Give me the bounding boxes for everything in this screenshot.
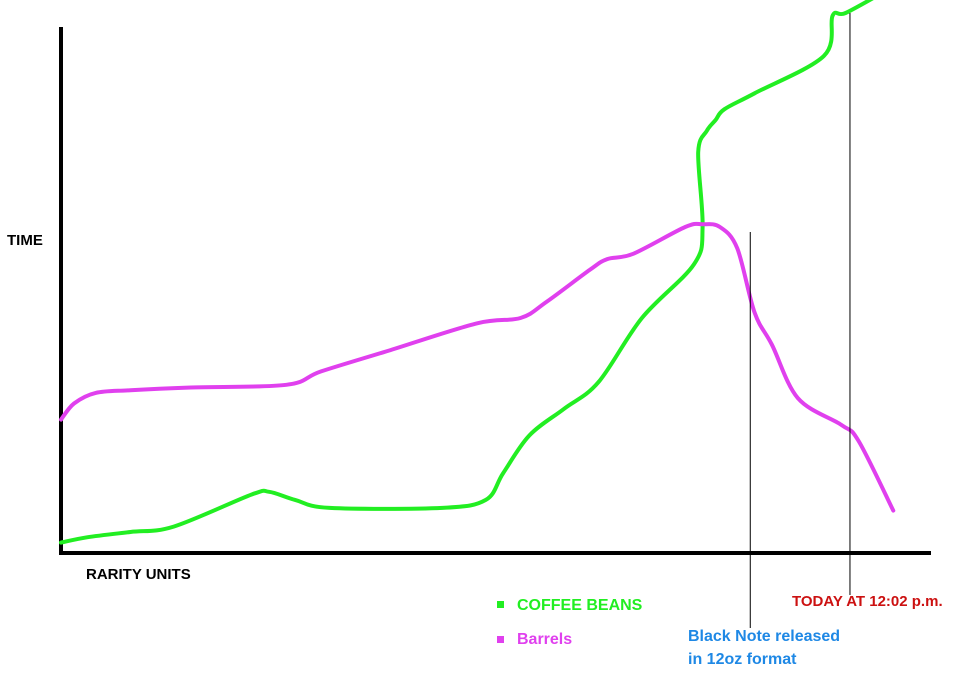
legend-label-coffee-beans: COFFEE BEANS <box>517 597 643 614</box>
legend-label-barrels: Barrels <box>517 631 572 648</box>
legend-swatch-barrels <box>497 636 504 643</box>
legend: COFFEE BEANS Barrels <box>497 597 643 648</box>
y-axis-label: TIME <box>7 232 43 249</box>
legend-swatch-coffee-beans <box>497 601 504 608</box>
series-line-barrels <box>59 221 896 513</box>
x-axis-label: RARITY UNITS <box>86 566 191 583</box>
annotation-today: TODAY AT 12:02 p.m. <box>792 593 943 610</box>
annotation-black-note-line2: in 12oz format <box>688 651 797 668</box>
annotation-black-note-line1: Black Note released <box>688 628 840 645</box>
series-line-coffee-beans <box>59 0 874 545</box>
